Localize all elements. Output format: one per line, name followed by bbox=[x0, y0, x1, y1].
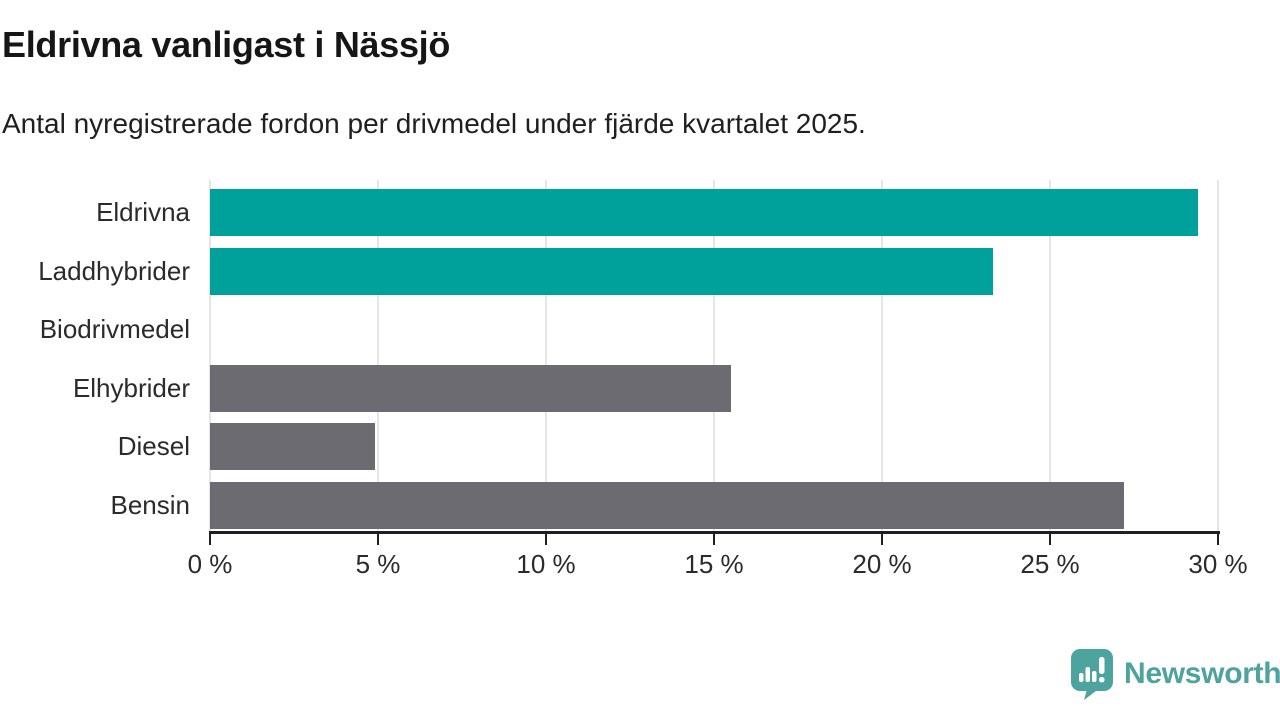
x-tick-label-30: 30 % bbox=[1188, 549, 1248, 579]
x-tick-label-0: 0 % bbox=[187, 549, 233, 579]
category-label-elhybrider: Elhybrider bbox=[72, 372, 190, 403]
gridline-0 bbox=[209, 180, 211, 533]
bar-eldrivna bbox=[210, 189, 1198, 236]
category-label-bensin: Bensin bbox=[110, 490, 191, 520]
x-tick-10 bbox=[545, 534, 547, 545]
category-label-biodrivmedel: Biodrivmedel bbox=[39, 314, 190, 345]
x-tick-label-15: 15 % bbox=[684, 549, 744, 579]
x-tick-label-10: 10 % bbox=[516, 549, 576, 579]
x-tick-label-20: 20 % bbox=[852, 549, 912, 579]
x-tick-5 bbox=[377, 534, 379, 545]
newsworthy-logo-icon bbox=[1071, 649, 1113, 700]
x-tick-label-5: 5 % bbox=[355, 549, 401, 579]
category-label-laddhybrider: Laddhybrider bbox=[38, 255, 190, 286]
chart-title: Eldrivna vanligast i Nässjö bbox=[2, 24, 451, 65]
gridline-30 bbox=[1217, 180, 1219, 533]
x-tick-30 bbox=[1217, 534, 1219, 545]
gridline-20 bbox=[881, 180, 883, 533]
bar-chart: Eldrivna Laddhybrider Biodrivmedel Elhybrid… bbox=[0, 180, 1280, 610]
bar-elhybrider bbox=[210, 364, 731, 412]
bar-laddhybrider bbox=[210, 247, 993, 295]
gridline-15 bbox=[713, 180, 715, 533]
category-label-diesel: Diesel bbox=[117, 431, 190, 462]
bar-bensin bbox=[210, 482, 1124, 529]
chart-subtitle: Antal nyregistrerade fordon per drivmede… bbox=[2, 108, 866, 139]
newsworthy-logo: Newsworthy bbox=[1070, 648, 1280, 700]
gridline-25 bbox=[1049, 180, 1051, 533]
x-tick-20 bbox=[881, 534, 883, 545]
x-tick-15 bbox=[713, 534, 715, 545]
category-label-eldrivna: Eldrivna bbox=[96, 197, 190, 227]
gridline-5 bbox=[377, 180, 379, 533]
x-axis-line bbox=[209, 531, 1220, 534]
x-tick-25 bbox=[1049, 534, 1051, 545]
bar-diesel bbox=[210, 423, 375, 471]
gridline-10 bbox=[545, 180, 547, 533]
x-tick-label-25: 25 % bbox=[1020, 549, 1080, 579]
plot-area bbox=[209, 180, 1219, 533]
newsworthy-logo-text: Newsworthy bbox=[1124, 657, 1280, 690]
x-tick-0 bbox=[209, 534, 211, 545]
